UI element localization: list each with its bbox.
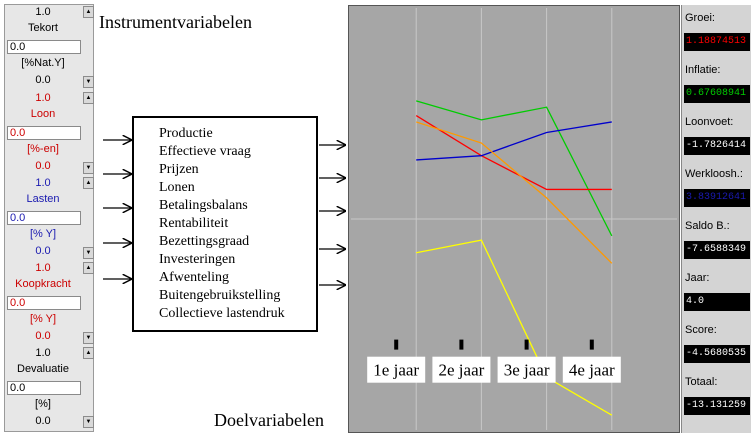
model-item-effectieve-vraag: Effectieve vraag [159, 144, 251, 159]
readout-panel: Groei: 1.18874513 Inflatie: 0.67608941 L… [681, 5, 751, 433]
saldo-label: Saldo B.: [685, 220, 730, 232]
koopkracht-scroll-up-button[interactable]: ▲ [83, 262, 94, 274]
tekort-unit: [%Nat.Y] [21, 57, 65, 69]
model-box: Productie Effectieve vraag Prijzen Lonen… [132, 116, 318, 332]
chart-series-line [415, 121, 613, 264]
model-item-betalingsbalans: Betalingsbalans [159, 198, 248, 213]
chart-svg: 1e jaar 2e jaar 3e jaar 4e jaar [351, 8, 677, 430]
inflatie-label: Inflatie: [685, 64, 721, 76]
model-item-buitengebruikstelling: Buitengebruikstelling [159, 288, 281, 303]
inflatie-value: 0.67608941 [684, 85, 750, 103]
totaal-value: -13.131259 [684, 397, 750, 415]
loon-scroll-down-button[interactable]: ▼ [83, 162, 94, 174]
instrument-heading: Instrumentvariabelen [99, 12, 252, 32]
chart-category-label: 4e jaar [569, 361, 615, 380]
loon-unit: [%-en] [27, 143, 59, 155]
chart-series-line [415, 115, 612, 191]
devaluatie-label: Devaluatie [17, 363, 69, 375]
saldo-value: -7.6588349 [684, 241, 750, 259]
chart-category-label-bg [367, 356, 426, 383]
lasten-unit: [% Y] [29, 228, 57, 240]
model-item-bezettingsgraad: Bezettingsgraad [159, 234, 250, 249]
chart-category-tick [459, 339, 464, 350]
doel-heading: Doelvariabelen [214, 410, 324, 430]
tekort-scroll-down-button[interactable]: ▼ [83, 76, 94, 88]
model-item-afwenteling: Afwenteling [159, 270, 229, 285]
devaluatie-unit: [%] [35, 398, 51, 410]
devaluatie-scroll-down-button[interactable]: ▼ [83, 416, 94, 428]
loonvoet-value: -1.7826414 [684, 137, 750, 155]
model-item-investeringen: Investeringen [159, 252, 236, 267]
groei-label: Groei: [685, 12, 715, 24]
lasten-input[interactable]: 0.0 [7, 211, 81, 225]
lasten-setting: 0.0 [35, 245, 51, 257]
chart-category-tick [394, 339, 399, 350]
chart-category-tick [524, 339, 529, 350]
devaluatie-setting: 0.0 [35, 415, 51, 427]
loon-scroll-up-button[interactable]: ▲ [83, 92, 94, 104]
werkloosh-label: Werkloosh.: [685, 168, 743, 180]
koopkracht-label: Koopkracht [15, 278, 71, 290]
score-label: Score: [685, 324, 717, 336]
chart-series-line [416, 239, 613, 416]
lasten-label: Lasten [26, 193, 60, 205]
lasten-scroll-down-button[interactable]: ▼ [83, 247, 94, 259]
chart-category-label-bg [562, 356, 621, 383]
tekort-label: Tekort [28, 22, 58, 34]
model-item-collectieve-lastendruk: Collectieve lastendruk [159, 306, 285, 321]
chart-series-line [416, 121, 612, 161]
score-value: -4.5680535 [684, 345, 750, 363]
devaluatie-value: 1.0 [35, 347, 51, 359]
tekort-value: 1.0 [35, 6, 51, 18]
loon-value: 1.0 [35, 92, 51, 104]
koopkracht-input[interactable]: 0.0 [7, 296, 81, 310]
loon-label: Loon [30, 108, 56, 120]
model-item-productie: Productie [159, 126, 213, 141]
tekort-setting: 0.0 [35, 74, 51, 86]
koopkracht-value: 1.0 [35, 262, 51, 274]
lasten-scroll-up-button[interactable]: ▲ [83, 177, 94, 189]
koopkracht-unit: [% Y] [29, 313, 57, 325]
devaluatie-input[interactable]: 0.0 [7, 381, 81, 395]
chart-category-label-bg [432, 356, 491, 383]
loonvoet-label: Loonvoet: [685, 116, 734, 128]
werkloosh-value: 3.83912641 [684, 189, 750, 207]
chart-category-label-bg [497, 356, 556, 383]
chart-series-line [416, 100, 613, 237]
model-item-rentabiliteit: Rentabiliteit [159, 216, 229, 231]
chart-category-label: 2e jaar [439, 361, 485, 380]
tekort-scroll-up-button[interactable]: ▲ [83, 6, 94, 18]
model-item-lonen: Lonen [159, 180, 195, 195]
koopkracht-setting: 0.0 [35, 330, 51, 342]
instrument-panel: 1.0 ▲ Tekort 0.0 [%Nat.Y] 0.0 ▼ 1.0 ▲ Lo… [4, 4, 94, 432]
koopkracht-scroll-down-button[interactable]: ▼ [83, 332, 94, 344]
chart-category-label: 1e jaar [373, 361, 419, 380]
jaar-label: Jaar: [685, 272, 710, 284]
loon-setting: 0.0 [35, 160, 51, 172]
totaal-label: Totaal: [685, 376, 718, 388]
loon-input[interactable]: 0.0 [7, 126, 81, 140]
lasten-value: 1.0 [35, 177, 51, 189]
devaluatie-scroll-up-button[interactable]: ▲ [83, 347, 94, 359]
jaar-value: 4.0 [684, 293, 750, 311]
chart-category-label: 3e jaar [504, 361, 550, 380]
chart: 1e jaar 2e jaar 3e jaar 4e jaar [348, 5, 680, 433]
chart-category-tick [589, 339, 594, 350]
groei-value: 1.18874513 [684, 33, 750, 51]
tekort-input[interactable]: 0.0 [7, 40, 81, 54]
model-item-prijzen: Prijzen [159, 162, 199, 177]
